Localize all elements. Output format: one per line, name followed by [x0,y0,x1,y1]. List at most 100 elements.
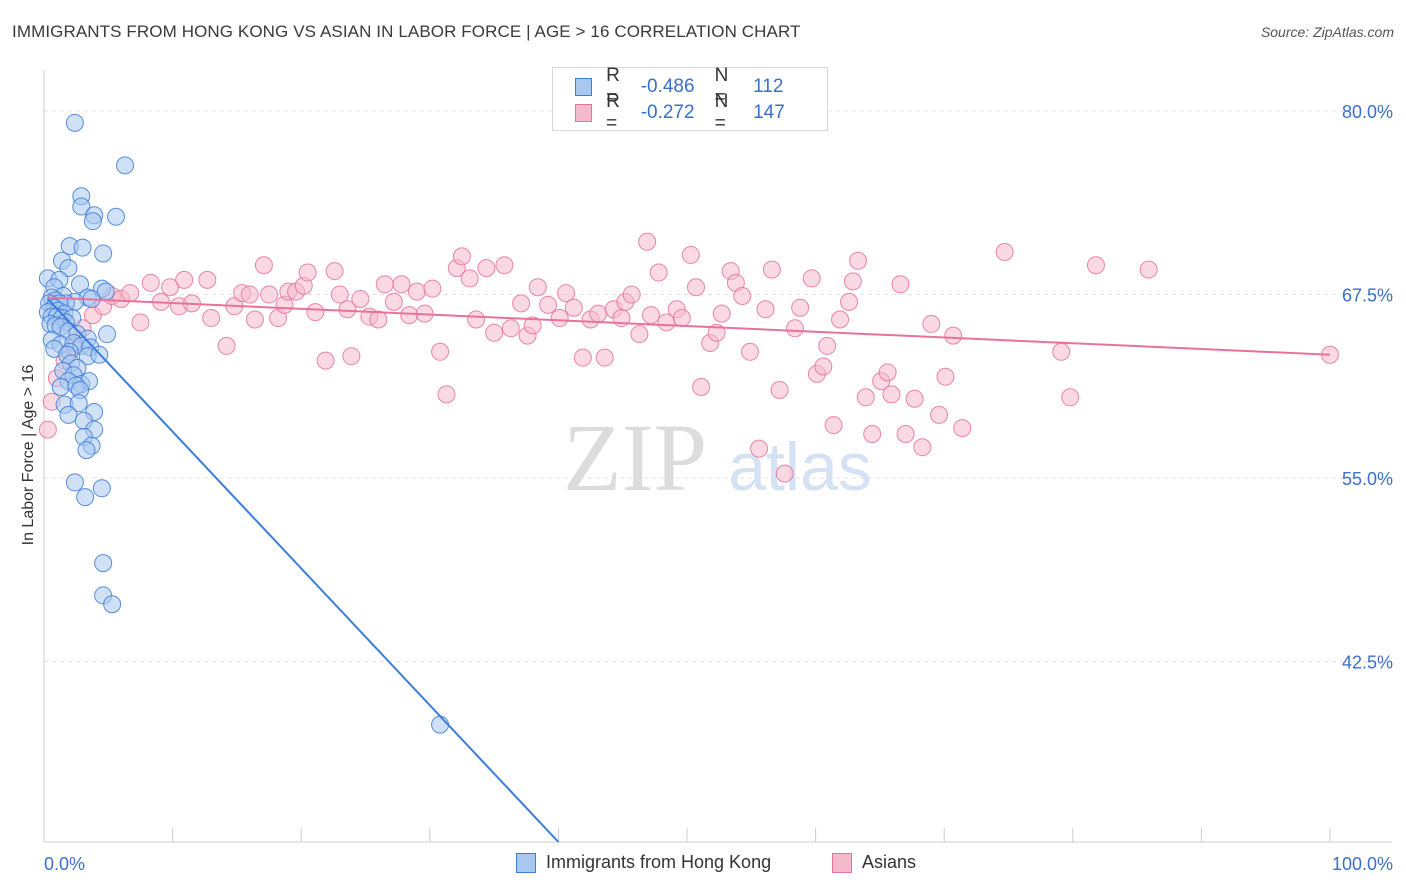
asians-point [325,262,344,281]
asians-point [338,300,357,319]
legend-n-value: 147 [753,102,785,123]
asians-point [712,304,731,323]
asians-point [687,278,706,297]
hong-kong-point [103,595,122,614]
trend-lines [47,296,1331,843]
asians-point [306,303,325,322]
legend-swatch-blue [575,78,593,96]
asians-point [485,323,504,342]
hong-kong-point [59,405,78,424]
axes [43,70,1392,843]
asians-point [891,275,910,294]
hong-kong-points [38,113,450,734]
hong-kong-point [76,488,95,507]
x-tick-label: 0.0% [44,854,85,874]
asians-point [131,313,150,332]
asians-point [467,310,486,329]
legend-swatch-pink [832,852,852,873]
asians-point [539,295,558,314]
asians-point [863,424,882,443]
hong-kong-point [107,207,126,226]
y-tick-label: 42.5% [1342,652,1393,672]
asians-point [930,405,949,424]
asians-point [1052,342,1071,361]
asians-point [630,325,649,344]
asians-point [330,285,349,304]
hong-kong-point [65,113,84,132]
asians-point [756,300,775,319]
asians-point [649,263,668,282]
watermark-atlas: atlas [728,429,872,505]
asians-point [824,416,843,435]
hong-kong-point [69,394,88,413]
asians-point [638,232,657,251]
legend-swatch-blue [516,852,536,873]
legend-swatch-pink [575,104,593,122]
asians-point [791,298,810,317]
hong-kong-point [94,244,113,263]
watermark-zip: ZIP [563,404,707,511]
asians-point [733,287,752,306]
asians-point [523,316,542,335]
legend-r-value: -0.272 [640,102,695,123]
asians-point [38,420,57,439]
legend-item-asians[interactable]: Asians [832,852,916,873]
asians-point [681,245,700,264]
hong-kong-point [98,325,117,344]
legend-r-label: R = [606,65,620,108]
y-tick-label: 55.0% [1342,469,1393,489]
hong-kong-trend-line [47,298,560,843]
hong-kong-point [72,197,91,216]
asians-point [245,310,264,329]
hong-kong-point [431,715,450,734]
correlation-legend: R = -0.486 N = 112 R = -0.272 N = 147 [552,65,828,134]
asians-point [692,378,711,397]
asians-point [407,282,426,301]
asians-point [818,336,837,355]
asians-point [342,347,361,366]
asians-point [351,289,370,308]
asians-point [528,278,547,297]
x-tick-label: 100.0% [1332,854,1393,874]
asians-point [922,314,941,333]
asians-point [198,270,217,289]
asians-point [452,247,471,266]
asians-point [240,285,259,304]
asians-point [944,326,963,345]
asians-point [423,279,442,298]
asians-point [202,309,221,328]
asians-point [750,439,769,458]
hong-kong-point [116,156,135,175]
watermark: ZIP atlas [563,404,872,511]
series-legend: Immigrants from Hong Kong Asians [0,852,1406,878]
tick-labels: 42.5% 55.0% 67.5% 80.0% 0.0% 100.0% [44,102,1393,874]
hong-kong-point [94,554,113,573]
legend-n-label: N = [714,91,729,134]
asians-point [400,306,419,325]
asians-point [641,306,660,325]
asians-point [905,389,924,408]
legend-row-hong-kong: R = -0.486 N = 112 [575,65,827,108]
hong-kong-point [71,275,90,294]
asians-point [786,319,805,338]
asians-point [814,357,833,376]
asians-point [557,284,576,303]
asians-point [477,259,496,278]
hong-kong-point [92,479,111,498]
asians-point [878,363,897,382]
chart-title: IMMIGRANTS FROM HONG KONG VS ASIAN IN LA… [12,22,801,41]
asians-point [298,263,317,282]
asians-point [501,319,520,338]
legend-item-hong-kong[interactable]: Immigrants from Hong Kong [516,852,771,873]
asians-points [38,232,1339,483]
asians-point [254,256,273,275]
y-tick-label: 67.5% [1342,286,1393,306]
asians-point [512,294,531,313]
asians-point [316,351,335,370]
asians-point [840,292,859,311]
asians-point [849,251,868,270]
asians-point [595,348,614,367]
asians-point [802,269,821,288]
legend-label-hong-kong: Immigrants from Hong Kong [546,852,772,872]
